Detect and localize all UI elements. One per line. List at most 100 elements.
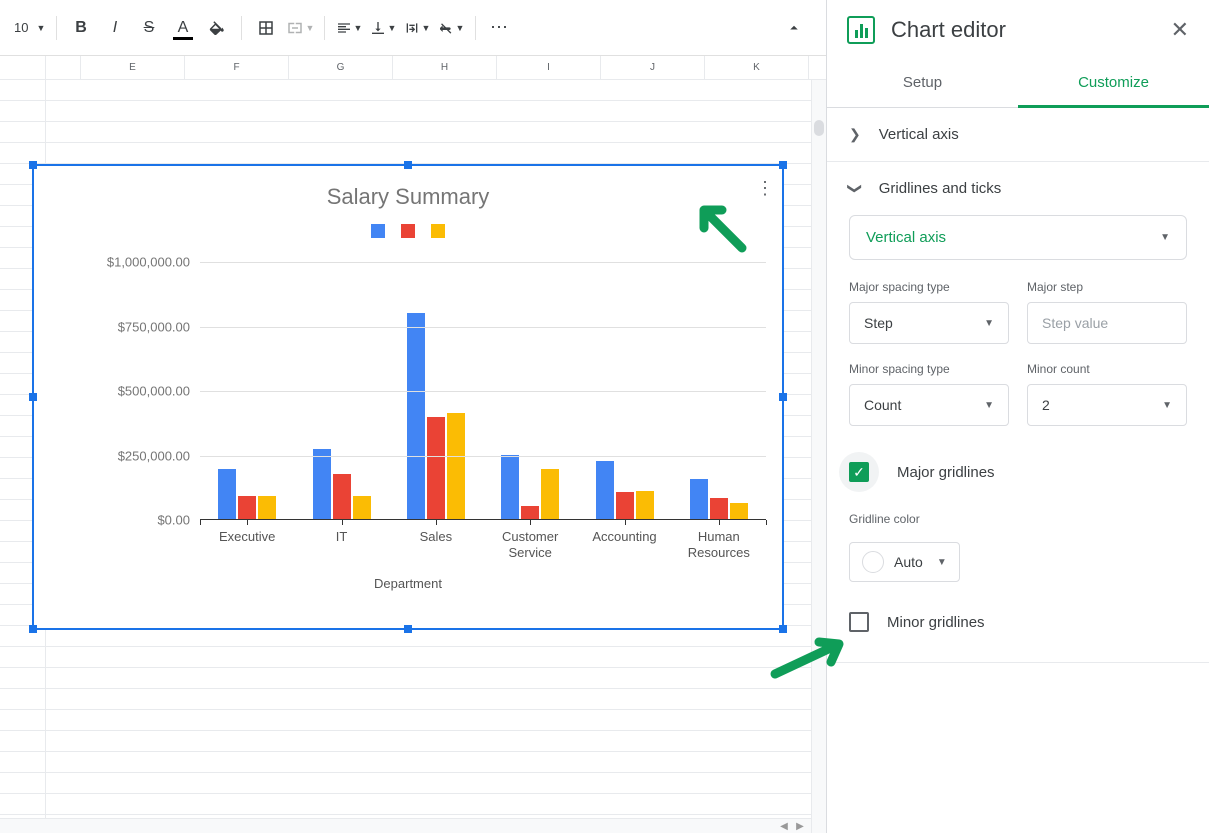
chart-icon bbox=[847, 16, 875, 44]
resize-handle[interactable] bbox=[404, 161, 412, 169]
more-button[interactable]: ⋯ bbox=[484, 12, 516, 44]
column-headers: E F G H I J K bbox=[0, 56, 826, 80]
x-axis-title: Department bbox=[34, 576, 782, 591]
tab-customize[interactable]: Customize bbox=[1018, 60, 1209, 108]
wrap-button[interactable]: ▼ bbox=[401, 12, 433, 44]
resize-handle[interactable] bbox=[29, 393, 37, 401]
col-H[interactable]: H bbox=[393, 56, 497, 79]
major-spacing-label: Major spacing type bbox=[849, 280, 1009, 294]
text-color-button[interactable]: A bbox=[167, 12, 199, 44]
gridline bbox=[200, 456, 766, 457]
bar bbox=[238, 496, 256, 519]
y-tick-label: $250,000.00 bbox=[90, 448, 190, 463]
col-E[interactable]: E bbox=[81, 56, 185, 79]
font-size-input[interactable]: 10 ▼ bbox=[8, 14, 48, 42]
borders-button[interactable] bbox=[250, 12, 282, 44]
col-K[interactable]: K bbox=[705, 56, 809, 79]
panel-header: Chart editor ✕ bbox=[827, 0, 1209, 60]
resize-handle[interactable] bbox=[29, 625, 37, 633]
instructional-arrow-icon bbox=[767, 632, 853, 682]
bar-group bbox=[213, 469, 281, 519]
resize-handle[interactable] bbox=[29, 161, 37, 169]
category-label: Accounting bbox=[585, 529, 665, 545]
bar-group bbox=[308, 449, 376, 519]
h-align-button[interactable]: ▼ bbox=[333, 12, 365, 44]
bold-button[interactable]: B bbox=[65, 12, 97, 44]
minor-gridlines-checkbox[interactable]: Minor gridlines bbox=[849, 604, 1187, 640]
col-J[interactable]: J bbox=[601, 56, 705, 79]
chart-editor-panel: Chart editor ✕ Setup Customize ❯ Vertica… bbox=[826, 0, 1209, 833]
bar-group bbox=[685, 479, 753, 519]
major-step-label: Major step bbox=[1027, 280, 1187, 294]
rotate-button[interactable]: ▼ bbox=[435, 12, 467, 44]
major-gridlines-checkbox[interactable]: ✓ Major gridlines bbox=[849, 444, 1187, 500]
legend-swatch bbox=[431, 224, 445, 238]
gridline bbox=[200, 391, 766, 392]
category-label: Sales bbox=[396, 529, 476, 545]
bar bbox=[636, 491, 654, 519]
gridline bbox=[200, 327, 766, 328]
chart-legend bbox=[34, 224, 782, 238]
vertical-scrollbar[interactable] bbox=[811, 80, 826, 833]
gridline bbox=[200, 262, 766, 263]
sheet-area: ⋮ Salary Summary ExecutiveITSalesCustome… bbox=[0, 80, 826, 833]
strikethrough-button[interactable]: S bbox=[133, 12, 165, 44]
resize-handle[interactable] bbox=[779, 393, 787, 401]
chevron-right-icon: ❯ bbox=[849, 126, 861, 143]
minor-count-select[interactable]: 2▼ bbox=[1027, 384, 1187, 426]
chart-menu-button[interactable]: ⋮ bbox=[756, 178, 774, 199]
chevron-down-icon: ▼ bbox=[984, 318, 994, 329]
bar-group bbox=[591, 461, 659, 519]
col-F[interactable]: F bbox=[185, 56, 289, 79]
bar-group bbox=[496, 455, 564, 520]
section-vertical-axis[interactable]: ❯ Vertical axis bbox=[827, 108, 1209, 161]
collapse-toolbar-button[interactable] bbox=[778, 12, 810, 44]
bar bbox=[730, 503, 748, 519]
close-panel-button[interactable]: ✕ bbox=[1171, 17, 1189, 43]
tab-setup[interactable]: Setup bbox=[827, 60, 1018, 107]
scroll-right-icon[interactable]: ▶ bbox=[793, 820, 807, 832]
bar bbox=[616, 492, 634, 519]
fill-color-button[interactable] bbox=[201, 12, 233, 44]
resize-handle[interactable] bbox=[779, 161, 787, 169]
bar bbox=[313, 449, 331, 519]
bar bbox=[258, 496, 276, 519]
checkbox-label: Major gridlines bbox=[897, 464, 995, 481]
bar bbox=[710, 498, 728, 519]
axis-select[interactable]: Vertical axis ▼ bbox=[849, 215, 1187, 260]
bar-group bbox=[402, 313, 470, 519]
merge-button[interactable]: ▼ bbox=[284, 12, 316, 44]
bar bbox=[218, 469, 236, 519]
chart-title: Salary Summary bbox=[34, 184, 782, 210]
gridline-color-select[interactable]: Auto ▼ bbox=[849, 542, 960, 582]
minor-spacing-select[interactable]: Count▼ bbox=[849, 384, 1009, 426]
horizontal-scrollbar[interactable]: ◀ ▶ bbox=[0, 818, 811, 833]
bar bbox=[521, 506, 539, 519]
chart-object[interactable]: ⋮ Salary Summary ExecutiveITSalesCustome… bbox=[32, 164, 784, 630]
section-gridlines[interactable]: ❯ Gridlines and ticks bbox=[827, 162, 1209, 215]
axis-select-label: Vertical axis bbox=[866, 229, 946, 246]
major-step-input[interactable]: Step value bbox=[1027, 302, 1187, 344]
col-G[interactable]: G bbox=[289, 56, 393, 79]
minor-count-label: Minor count bbox=[1027, 362, 1187, 376]
resize-handle[interactable] bbox=[404, 625, 412, 633]
checkbox-icon: ✓ bbox=[849, 462, 869, 482]
category-label: Executive bbox=[207, 529, 287, 545]
italic-button[interactable]: I bbox=[99, 12, 131, 44]
y-tick-label: $500,000.00 bbox=[90, 384, 190, 399]
instructional-arrow-icon bbox=[690, 196, 752, 258]
bar bbox=[407, 313, 425, 519]
bar bbox=[333, 474, 351, 519]
bar bbox=[353, 496, 371, 519]
chevron-down-icon: ❯ bbox=[846, 183, 863, 195]
chart-plot: ExecutiveITSalesCustomer ServiceAccounti… bbox=[90, 262, 766, 520]
chevron-down-icon: ▼ bbox=[1160, 232, 1170, 243]
major-spacing-select[interactable]: Step▼ bbox=[849, 302, 1009, 344]
scroll-left-icon[interactable]: ◀ bbox=[777, 820, 791, 832]
y-tick-label: $750,000.00 bbox=[90, 319, 190, 334]
v-align-button[interactable]: ▼ bbox=[367, 12, 399, 44]
category-label: IT bbox=[302, 529, 382, 545]
category-label: Customer Service bbox=[490, 529, 570, 560]
col-I[interactable]: I bbox=[497, 56, 601, 79]
category-label: Human Resources bbox=[679, 529, 759, 560]
